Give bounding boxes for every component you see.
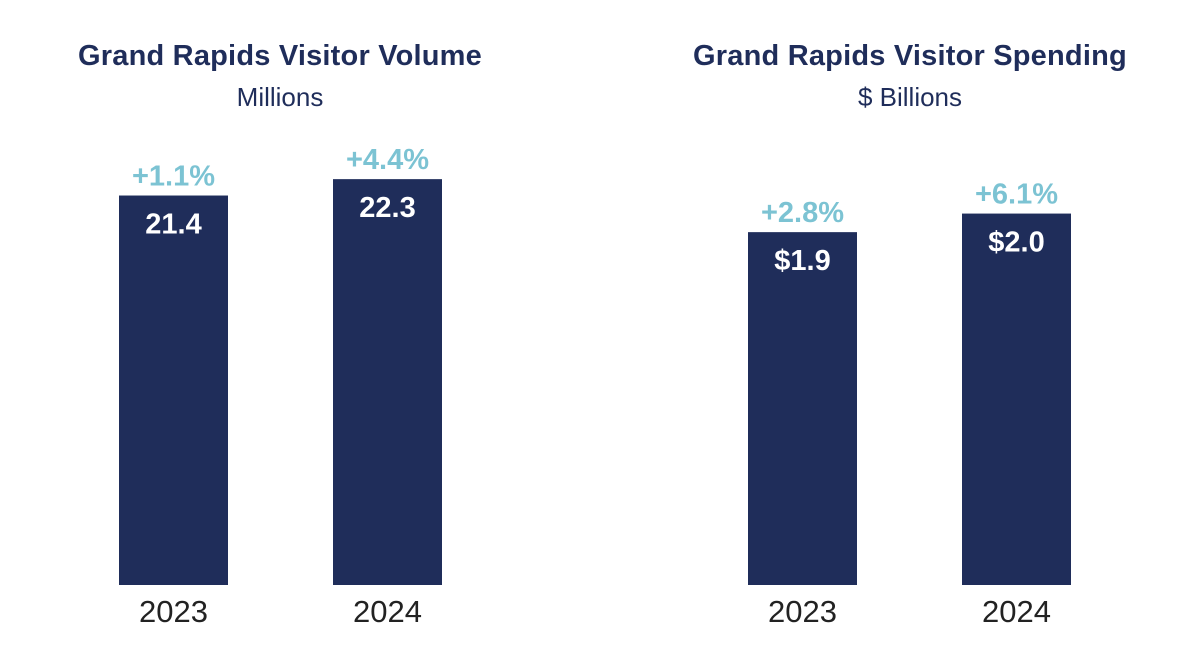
value-label: $2.0	[988, 227, 1044, 259]
chart-title-volume: Grand Rapids Visitor Volume	[78, 40, 482, 72]
chart-subtitle-volume: Millions	[236, 82, 324, 112]
chart-title-spending: Grand Rapids Visitor Spending	[693, 40, 1127, 72]
x-tick-label: 2023	[768, 594, 837, 629]
x-tick-label: 2023	[139, 594, 208, 629]
change-label: +2.8%	[761, 197, 844, 229]
change-label: +4.4%	[346, 144, 429, 176]
value-label: 22.3	[359, 192, 415, 224]
x-tick-label: 2024	[353, 594, 422, 629]
change-label: +6.1%	[975, 179, 1058, 211]
bar	[748, 232, 857, 585]
value-label: 21.4	[145, 209, 201, 241]
x-tick-label: 2024	[982, 594, 1051, 629]
bar	[962, 213, 1071, 586]
change-label: +1.1%	[132, 161, 215, 193]
bar	[333, 179, 442, 585]
chart-subtitle-spending: $ Billions	[857, 82, 963, 112]
bar	[119, 195, 228, 585]
value-label: $1.9	[774, 245, 830, 277]
